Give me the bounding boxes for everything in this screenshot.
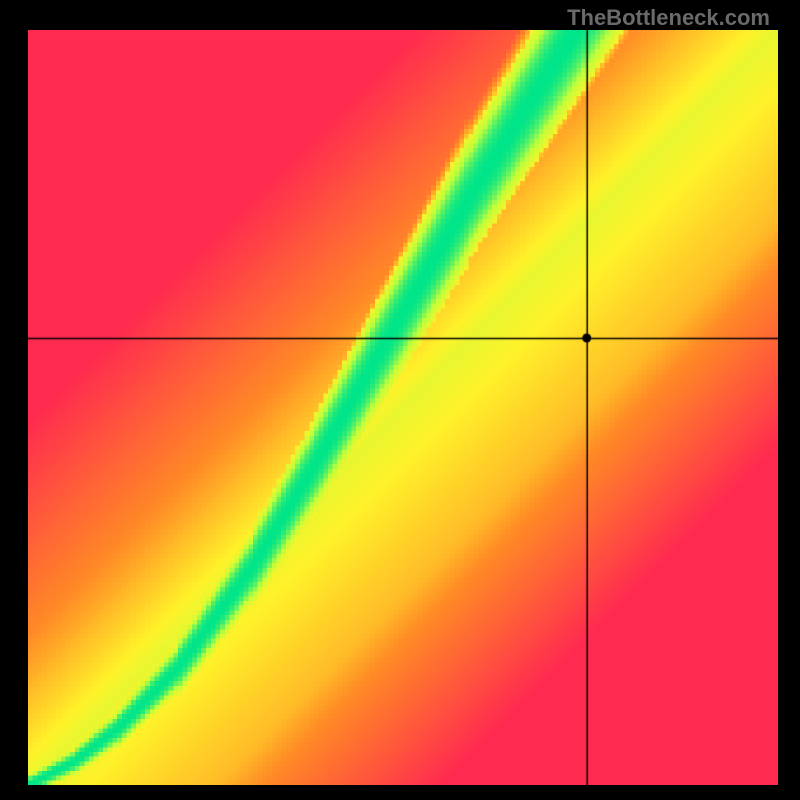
figure-container: TheBottleneck.com (0, 0, 800, 800)
watermark-text: TheBottleneck.com (567, 5, 770, 31)
bottleneck-heatmap (28, 30, 778, 785)
